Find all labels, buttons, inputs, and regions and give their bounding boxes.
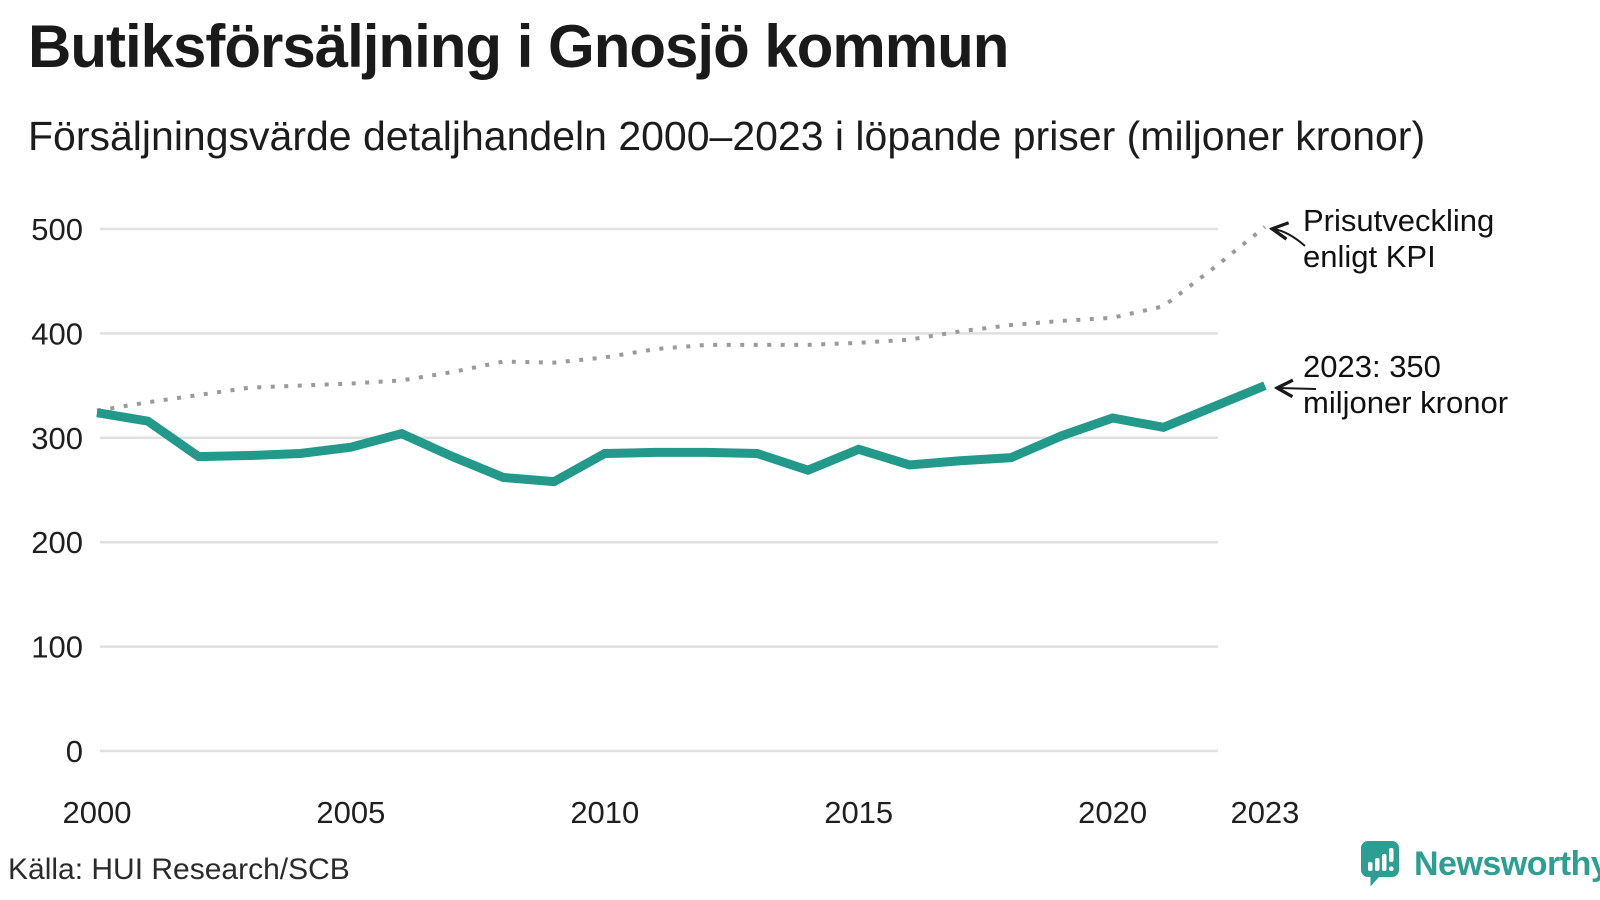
y-axis-labels: 0 100 200 300 400 500 bbox=[31, 212, 83, 769]
x-tick-label: 2010 bbox=[570, 795, 639, 830]
annotation-kpi-line1: Prisutveckling bbox=[1303, 203, 1495, 238]
annotation-latest-line2: miljoner kronor bbox=[1303, 385, 1509, 420]
x-tick-label: 2015 bbox=[824, 795, 893, 830]
sales-line bbox=[96, 381, 1267, 487]
x-axis-labels: 2000 2005 2010 2015 2020 2023 bbox=[63, 795, 1300, 830]
x-tick-label: 2023 bbox=[1230, 795, 1299, 830]
y-tick-label: 200 bbox=[31, 525, 83, 560]
annotation-kpi-line2: enligt KPI bbox=[1303, 239, 1436, 274]
y-tick-label: 400 bbox=[31, 316, 83, 351]
y-tick-label: 500 bbox=[31, 212, 83, 247]
y-tick-label: 100 bbox=[31, 630, 83, 665]
annotation-kpi: Prisutveckling enligt KPI bbox=[1303, 203, 1494, 275]
annotation-latest-line1: 2023: 350 bbox=[1303, 349, 1441, 384]
gridlines bbox=[100, 227, 1218, 753]
newsworthy-logo-text: Newsworthy bbox=[1414, 844, 1600, 883]
source-note: Källa: HUI Research/SCB bbox=[8, 853, 350, 886]
kpi-dotted-line bbox=[96, 225, 1267, 413]
chart-title: Butiksförsäljning i Gnosjö kommun bbox=[28, 13, 1009, 80]
newsworthy-logo-icon bbox=[1361, 841, 1399, 887]
x-tick-label: 2000 bbox=[63, 795, 132, 830]
annotation-latest-value: 2023: 350 miljoner kronor bbox=[1303, 349, 1508, 421]
x-tick-label: 2005 bbox=[316, 795, 385, 830]
y-tick-label: 0 bbox=[66, 734, 83, 769]
chart-subtitle: Försäljningsvärde detaljhandeln 2000–202… bbox=[28, 113, 1426, 159]
x-tick-label: 2020 bbox=[1078, 795, 1147, 830]
y-tick-label: 300 bbox=[31, 421, 83, 456]
annotation-arrow-latest bbox=[1278, 388, 1317, 389]
newsworthy-logo: Newsworthy bbox=[1360, 840, 1600, 888]
annotation-arrow-kpi bbox=[1273, 229, 1306, 247]
